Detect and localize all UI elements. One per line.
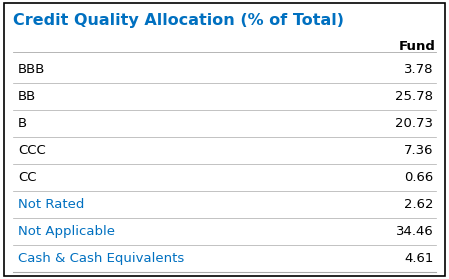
Text: 4.61: 4.61 (404, 252, 433, 265)
Text: 20.73: 20.73 (395, 117, 433, 130)
Text: Not Applicable: Not Applicable (18, 225, 115, 238)
Text: B: B (18, 117, 27, 130)
Text: Cash & Cash Equivalents: Cash & Cash Equivalents (18, 252, 184, 265)
Text: 34.46: 34.46 (396, 225, 433, 238)
Text: 2.62: 2.62 (404, 198, 433, 211)
Text: CCC: CCC (18, 144, 46, 157)
Text: BBB: BBB (18, 63, 45, 76)
Text: 7.36: 7.36 (404, 144, 433, 157)
Text: 0.66: 0.66 (404, 171, 433, 184)
Text: 25.78: 25.78 (395, 90, 433, 103)
Text: Not Rated: Not Rated (18, 198, 84, 211)
Text: Credit Quality Allocation (% of Total): Credit Quality Allocation (% of Total) (13, 13, 344, 28)
Text: 3.78: 3.78 (404, 63, 433, 76)
Text: CC: CC (18, 171, 36, 184)
FancyBboxPatch shape (4, 3, 445, 276)
Text: BB: BB (18, 90, 36, 103)
Text: Fund: Fund (399, 40, 436, 54)
